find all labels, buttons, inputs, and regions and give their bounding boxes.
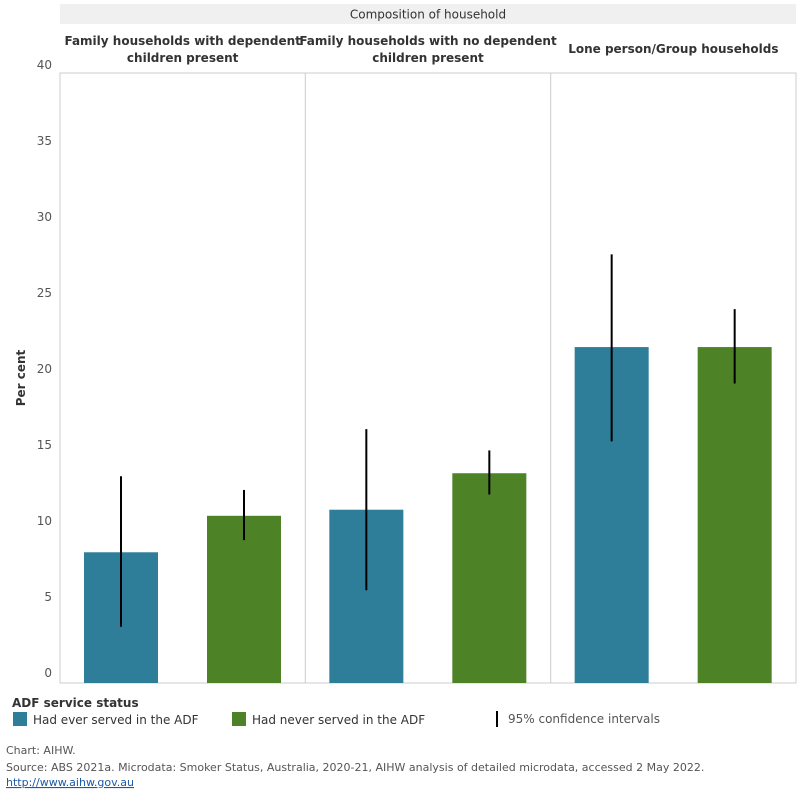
legend-swatch (232, 712, 246, 726)
y-axis-label: Per cent (14, 349, 28, 406)
header-band (60, 4, 796, 24)
bar (697, 347, 772, 683)
y-tick-label: 30 (37, 210, 52, 224)
y-tick-label: 40 (37, 58, 52, 72)
note: Source: ABS 2021a. Microdata: Smoker Sta… (6, 761, 704, 774)
plot-frame (59, 72, 797, 684)
facet-title: Lone person/Group households (568, 42, 778, 56)
bar (452, 473, 527, 683)
y-tick-label: 10 (37, 514, 52, 528)
y-tick-label: 35 (37, 134, 52, 148)
y-tick-label: 20 (37, 362, 52, 376)
facet-title: Family households with no dependent (299, 34, 557, 48)
y-tick-label: 5 (44, 590, 52, 604)
note: Chart: AIHW. (6, 744, 76, 757)
legend-swatch (13, 712, 27, 726)
y-tick-label: 25 (37, 286, 52, 300)
facet-title: children present (372, 51, 484, 65)
legend-title: ADF service status (12, 696, 139, 710)
facet-title: children present (127, 51, 239, 65)
ci-legend-label: 95% confidence intervals (508, 712, 660, 726)
source-link[interactable]: http://www.aihw.gov.au (6, 776, 134, 789)
facet-title: Family households with dependent (64, 34, 301, 48)
y-tick-label: 15 (37, 438, 52, 452)
y-tick-label: 0 (44, 666, 52, 680)
legend-label: Had ever served in the ADF (33, 713, 199, 727)
bar (207, 515, 281, 683)
header: Composition of household (350, 8, 506, 22)
legend-label: Had never served in the ADF (252, 713, 425, 727)
